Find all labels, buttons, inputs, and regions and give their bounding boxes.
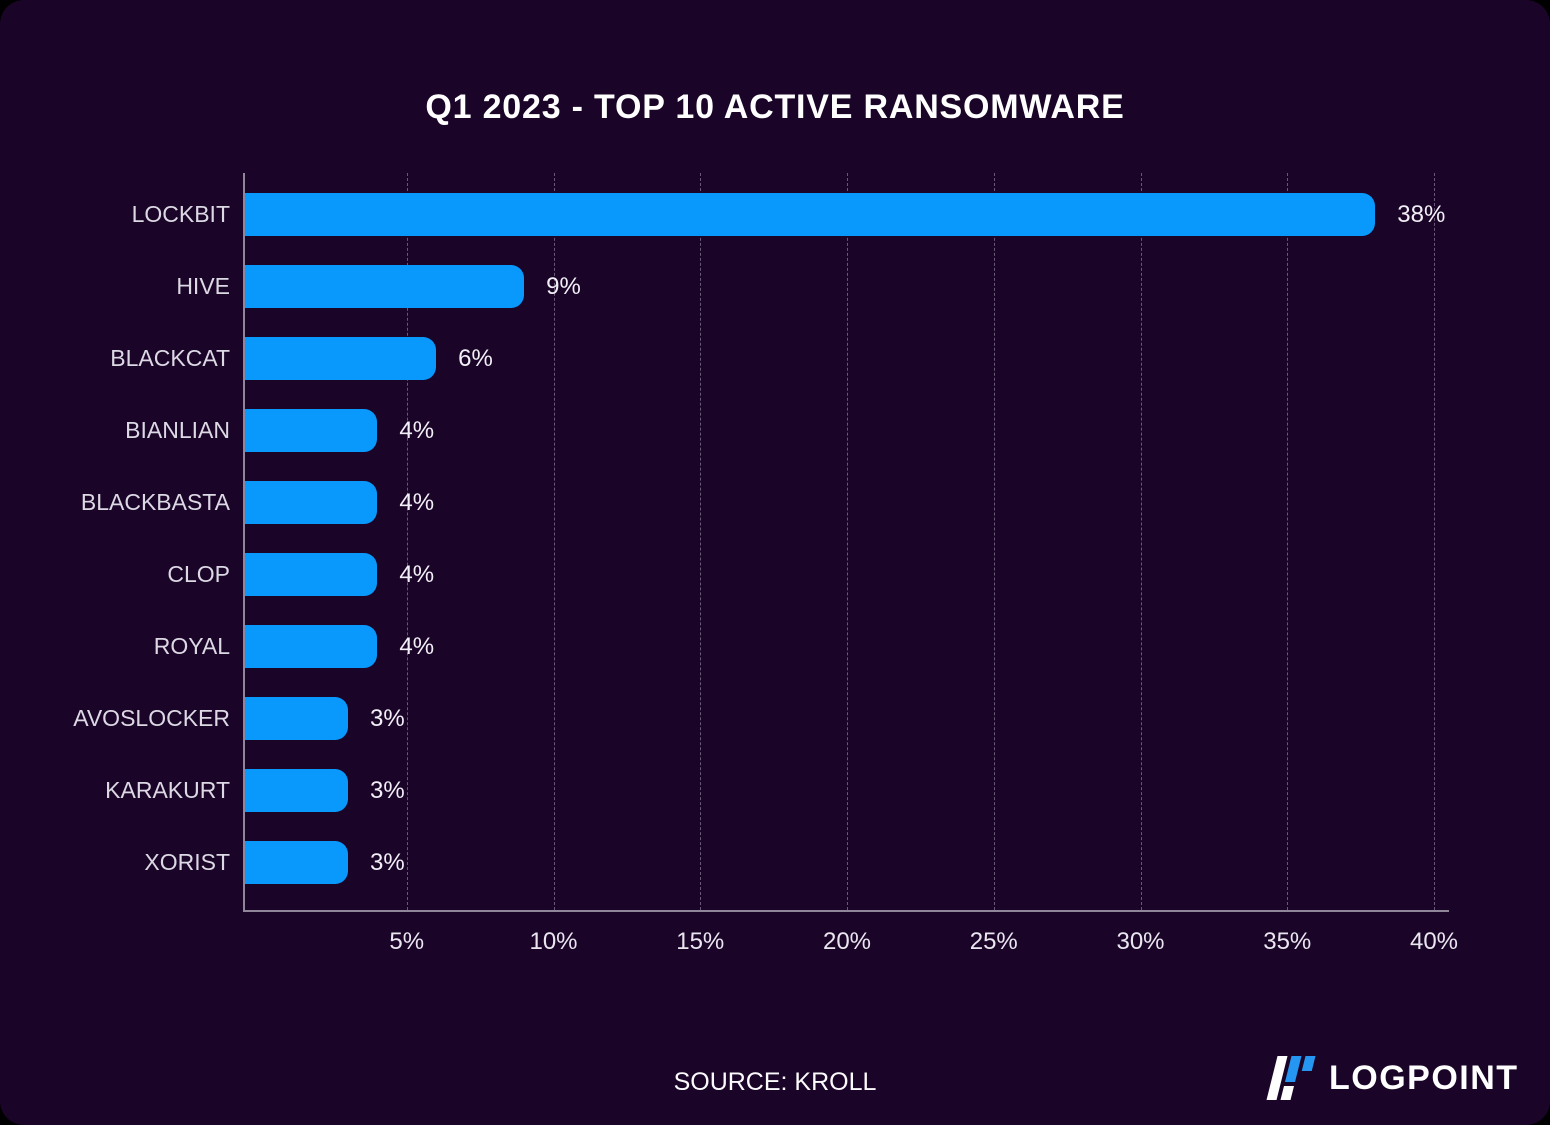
category-label: KARAKURT [105,777,230,803]
chart-title: Q1 2023 - TOP 10 ACTIVE RANSOMWARE [425,88,1125,126]
bar-row: XORIST 3% [2,841,1449,884]
bar-clop [245,553,378,596]
value-label: 4% [399,561,435,588]
gridline-5% [406,173,408,910]
bar-row: ROYAL 4% [2,625,1449,668]
value-label: 9% [546,273,581,300]
bar-karakurt [245,769,349,812]
category-label: HIVE [176,273,230,299]
value-label: 3% [370,705,405,732]
x-tick-label: 5% [389,928,425,955]
plot-area: 5% 10% 15% 20% 25% 30% 35% 40% LOCKBIT 38% HIVE 9% B… [73,173,1458,955]
gridline-25% [993,173,995,910]
bar-row: AVOSLOCKER 3% [2,697,1449,740]
category-label: BLACKBASTA [80,489,230,515]
bar-row: BIANLIAN 4% [2,409,1449,452]
gridline-40% [1434,173,1435,910]
bar-xorist [245,841,349,884]
x-tick-label: 20% [822,928,872,955]
x-tick-label: 40% [1409,928,1459,955]
category-label: CLOP [167,561,230,587]
bar-royal [245,625,378,668]
value-label: 6% [458,345,493,372]
x-tick-label: 35% [1263,928,1312,955]
gridline-30% [1140,173,1142,910]
x-tick-label: 10% [529,928,578,955]
value-label: 38% [1397,201,1446,228]
brand-wordmark: LOGPOINT [1329,1058,1519,1097]
bar-row: LOCKBIT 38% [2,193,1449,236]
bar-row: KARAKURT 3% [2,769,1449,812]
value-label: 4% [399,417,435,444]
gridline-20% [847,173,848,910]
category-label: AVOSLOCKER [73,705,230,731]
bar-row: HIVE 9% [2,265,1449,308]
gridline-10% [553,173,555,910]
source-note: SOURCE: KROLL [673,1068,877,1096]
bar-lockbit [245,193,1376,236]
logo-stroke-blue [1285,1056,1302,1082]
gridline-35% [1287,173,1289,910]
logpoint-logo-icon [1265,1056,1322,1100]
bar-row: BLACKCAT 6% [2,337,1449,380]
category-label: LOCKBIT [131,201,230,227]
category-label: BIANLIAN [125,417,230,443]
brand-lockup: LOGPOINT [1266,1056,1519,1100]
logo-stroke-blue-small [1301,1056,1316,1071]
gridline-15% [700,173,702,910]
value-label: 4% [399,489,435,516]
category-label: BLACKCAT [110,345,230,371]
x-tick-label: 15% [676,928,725,955]
bar-row: BLACKBASTA 4% [2,481,1449,524]
logo-stroke-white-small [1280,1086,1295,1100]
bar-blackbasta [245,481,378,524]
bar-row: CLOP 4% [2,553,1449,596]
bar-bianlian [245,409,378,452]
value-label: 3% [370,777,405,804]
bar-blackcat [245,337,437,380]
x-tick-label: 30% [1116,928,1165,955]
category-label: XORIST [144,849,230,875]
bar-hive [245,265,525,308]
category-label: ROYAL [153,633,230,659]
value-label: 3% [370,849,405,876]
value-label: 4% [399,633,435,660]
x-tick-label: 25% [969,928,1018,955]
bar-avoslocker [245,697,349,740]
